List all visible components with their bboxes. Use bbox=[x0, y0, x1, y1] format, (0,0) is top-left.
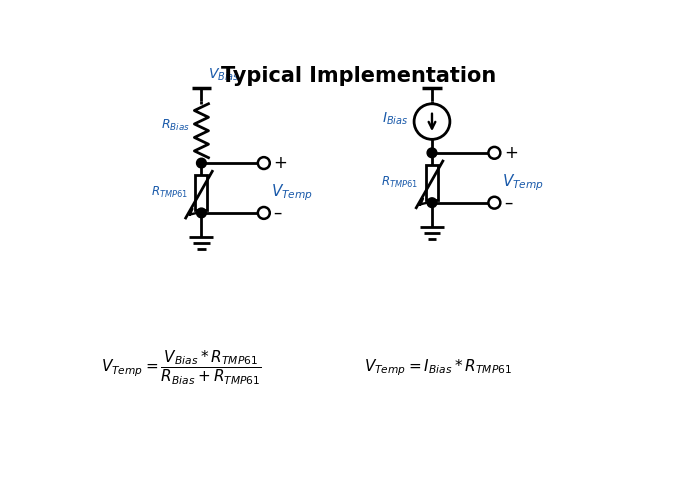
Text: $V_{Temp}$: $V_{Temp}$ bbox=[501, 172, 544, 193]
Text: $R_{Bias}$: $R_{Bias}$ bbox=[160, 118, 190, 133]
Circle shape bbox=[258, 207, 270, 219]
Circle shape bbox=[197, 208, 206, 218]
Bar bbox=[426, 165, 438, 200]
Text: –: – bbox=[274, 204, 282, 222]
Text: +: + bbox=[274, 154, 288, 172]
Circle shape bbox=[197, 158, 206, 168]
Text: $V_{Temp}$: $V_{Temp}$ bbox=[271, 183, 313, 203]
Text: –: – bbox=[504, 194, 512, 212]
Text: $V_{Bias}$: $V_{Bias}$ bbox=[208, 67, 239, 83]
Circle shape bbox=[258, 157, 270, 169]
Bar bbox=[195, 175, 207, 210]
Circle shape bbox=[427, 198, 437, 208]
Text: $R_{TMP61}$: $R_{TMP61}$ bbox=[151, 185, 188, 200]
Text: Typical Implementation: Typical Implementation bbox=[221, 66, 496, 86]
Text: $I_{Bias}$: $I_{Bias}$ bbox=[382, 111, 409, 127]
Circle shape bbox=[489, 197, 500, 209]
Text: $V_{Temp} = I_{Bias} * R_{TMP61}$: $V_{Temp} = I_{Bias} * R_{TMP61}$ bbox=[364, 357, 512, 378]
Circle shape bbox=[489, 147, 500, 159]
Circle shape bbox=[414, 104, 450, 140]
Text: $R_{TMP61}$: $R_{TMP61}$ bbox=[382, 175, 419, 190]
Text: $V_{Temp} = \dfrac{V_{Bias} * R_{TMP61}}{R_{Bias} + R_{TMP61}}$: $V_{Temp} = \dfrac{V_{Bias} * R_{TMP61}}… bbox=[101, 349, 262, 387]
Circle shape bbox=[427, 148, 437, 157]
Text: +: + bbox=[504, 144, 518, 162]
